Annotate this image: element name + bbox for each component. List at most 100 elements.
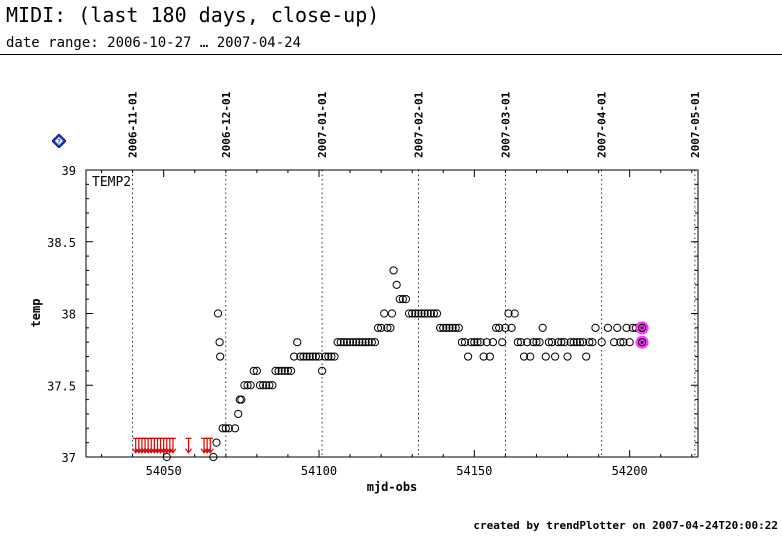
data-point (293, 338, 302, 347)
data-point (249, 366, 258, 375)
arrow-head (141, 448, 149, 454)
data-point (488, 338, 498, 347)
data-point (513, 338, 522, 347)
data-point (563, 352, 572, 361)
date-marker-label: 2006-12-01 (220, 91, 233, 158)
x-tick-label: 54100 (301, 464, 337, 478)
data-point (333, 338, 342, 347)
data-point (578, 338, 588, 347)
data-point (420, 309, 429, 318)
data-point (358, 338, 367, 347)
latest-point (637, 338, 647, 347)
data-point (554, 338, 563, 347)
data-point (467, 338, 476, 347)
arrow-head (144, 448, 152, 454)
upper-limit-arrow (185, 437, 192, 454)
data-point (404, 309, 414, 318)
data-point (408, 309, 417, 318)
data-point (464, 352, 473, 361)
svg-text:?: ? (57, 139, 61, 146)
data-point (622, 323, 631, 332)
data-point (258, 381, 268, 390)
data-point (311, 352, 320, 361)
data-point (557, 338, 566, 347)
data-point (336, 338, 345, 347)
data-point (216, 352, 225, 361)
data-point (585, 338, 594, 347)
data-point (224, 424, 234, 433)
y-tick-label: 38 (62, 308, 76, 322)
data-point (538, 323, 547, 332)
data-point (387, 309, 397, 318)
data-point (389, 266, 398, 275)
data-point (286, 366, 296, 375)
date-marker-label: 2007-03-01 (499, 91, 512, 158)
data-point (274, 366, 283, 375)
data-point (252, 366, 261, 375)
data-point (423, 309, 432, 318)
data-point (451, 323, 460, 332)
data-point (383, 323, 392, 332)
data-point (516, 338, 526, 347)
data-point (212, 438, 221, 447)
data-point (277, 366, 286, 375)
data-point (479, 352, 488, 361)
data-point (221, 424, 230, 433)
data-point (541, 352, 550, 361)
data-point (535, 338, 544, 347)
data-point (296, 352, 305, 361)
data-point (299, 352, 308, 361)
footer-credit: created by trendPlotter on 2007-04-24T20… (473, 519, 778, 532)
data-point (417, 309, 426, 318)
data-point (231, 424, 240, 433)
data-point (569, 338, 578, 347)
data-point (547, 338, 557, 347)
data-point (290, 352, 299, 361)
data-point (218, 424, 227, 433)
date-range-subtitle: date range: 2006-10-27 … 2007-04-24 (6, 35, 302, 51)
data-point (591, 323, 600, 332)
data-point (491, 323, 501, 332)
data-point (213, 309, 223, 318)
arrow-head (166, 448, 174, 454)
data-point (429, 309, 439, 318)
arrow-head (163, 448, 171, 454)
data-point (582, 352, 591, 361)
plot-frame (85, 169, 699, 458)
data-point (318, 366, 327, 375)
data-point (498, 338, 507, 347)
data-point (426, 309, 435, 318)
data-point (349, 338, 358, 347)
data-point (507, 323, 516, 332)
data-point (529, 338, 538, 347)
arrow-head (157, 448, 165, 454)
help-diamond-icon[interactable]: ? (52, 134, 66, 148)
data-point (575, 338, 585, 347)
data-point (243, 381, 252, 390)
y-tick-label: 37 (62, 451, 76, 465)
data-point (215, 338, 224, 347)
data-point (457, 338, 466, 347)
data-point (345, 338, 355, 347)
arrow-head (160, 448, 168, 454)
data-point (523, 338, 532, 347)
data-point (544, 338, 553, 347)
data-point (367, 338, 376, 347)
latest-point-center (640, 340, 644, 344)
upper-limit-arrow (206, 437, 214, 454)
data-point (395, 295, 404, 304)
data-point (560, 338, 569, 347)
arrow-head (153, 448, 161, 454)
upper-limit-arrow (169, 437, 177, 454)
arrow-head (200, 448, 208, 454)
data-point (327, 352, 336, 361)
data-point (280, 366, 289, 375)
data-point (339, 338, 348, 347)
data-point (302, 352, 311, 361)
data-point (566, 338, 575, 347)
data-point (470, 338, 479, 347)
data-point (473, 338, 482, 347)
data-point (265, 381, 274, 390)
data-points-group (162, 266, 640, 462)
data-point (398, 295, 407, 304)
